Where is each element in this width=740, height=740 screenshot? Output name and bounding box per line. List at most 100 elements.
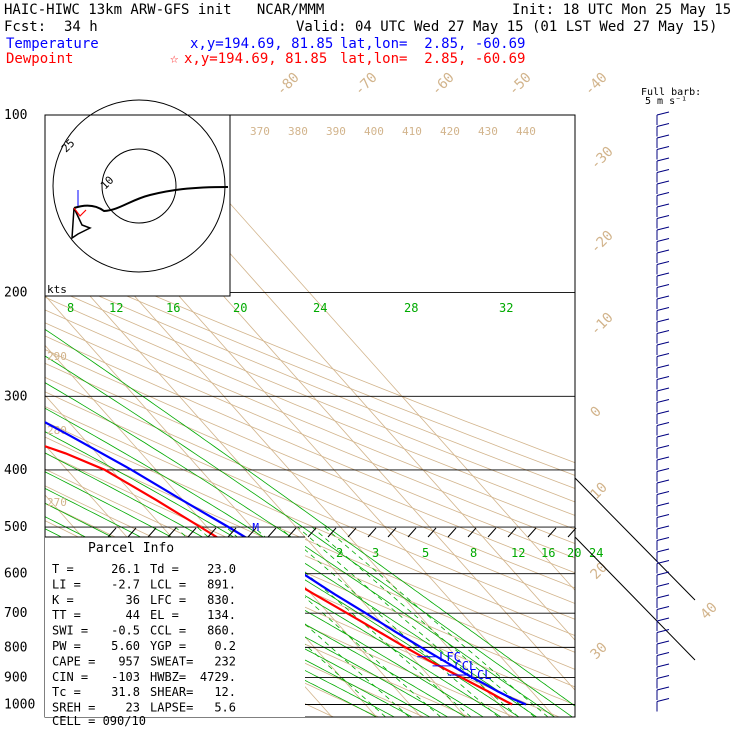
- pressure-tick-label: 200: [4, 285, 27, 300]
- isotherm-label: 30: [588, 640, 611, 663]
- wind-barb-flag: [656, 468, 670, 472]
- wind-barb-flag: [656, 491, 670, 495]
- theta-label: 270: [47, 496, 67, 509]
- mixing-ratio-label: 12: [511, 546, 525, 560]
- parcel-row-label: K =: [52, 593, 74, 607]
- mixing-ratio-label: 8: [470, 546, 477, 560]
- wind-barb-flag: [656, 456, 670, 461]
- wind-barb-flag: [656, 192, 670, 196]
- isotherm-label: -60: [429, 70, 458, 99]
- parcel-row-label: YGP =: [150, 639, 186, 653]
- isotherm-label: 40: [698, 600, 721, 623]
- parcel-row-value: -2.7: [111, 577, 140, 591]
- dry-adiabat-line: [45, 322, 575, 545]
- mixing-ratio-label: 2: [336, 546, 343, 560]
- mixing-ratio-label: 20: [567, 546, 581, 560]
- lid-hatch: [127, 527, 137, 538]
- wind-barb-flag: [656, 238, 670, 242]
- parcel-levels: LFCCCLLCLELM: [252, 521, 491, 682]
- isotherm-line: [0, 115, 21, 717]
- lid-hatch: [227, 527, 237, 538]
- dewpoint-xy: x,y=194.69, 81.85: [184, 51, 328, 67]
- dry-adiabat-line: [45, 421, 575, 653]
- hodograph-ring-outer: [52, 99, 226, 273]
- chart-title: HAIC-HIWC 13km ARW-GFS init NCAR/MMM: [4, 2, 325, 18]
- parcel-row-label: T =: [52, 562, 74, 576]
- parcel-row-value: 4729.: [200, 670, 236, 684]
- wind-barb-flag: [656, 583, 670, 587]
- parcel-row-label: SHEAR=: [150, 685, 193, 699]
- parcel-row-value: 23: [126, 701, 140, 715]
- temperature-legend-label: Temperature: [6, 36, 99, 52]
- wind-barb-flag: [656, 514, 670, 518]
- parcel-row-value: 860.: [207, 624, 236, 638]
- pressure-tick-label: 500: [4, 520, 27, 535]
- temperature-xy: x,y=194.69, 81.85: [190, 36, 334, 52]
- lid-hatch: [507, 527, 517, 538]
- wind-barbs: Full barb:5 m s⁻¹: [574, 87, 701, 712]
- wind-barb-flag: [656, 640, 670, 645]
- wind-barb-flag: [656, 560, 670, 564]
- wind-barb-flag: [656, 698, 670, 702]
- dry-adiabat-line: [45, 391, 575, 620]
- hodograph-unit-label: kts: [47, 283, 67, 296]
- moist-adiabat-line: [45, 407, 537, 717]
- wind-barb-flag: [656, 203, 670, 208]
- wind-barb-flag: [656, 502, 670, 507]
- wind-barb-title: Full barb:: [641, 87, 701, 98]
- wind-barb-flag: [656, 318, 670, 323]
- wind-barb-flag: [656, 376, 670, 380]
- wind-barb-flag: [656, 479, 670, 484]
- mixing-ratio-line: [225, 526, 441, 717]
- lid-hatch: [447, 527, 457, 538]
- level-label-lfc: LFC: [439, 650, 461, 664]
- parcel-row-label: SREH =: [52, 701, 95, 715]
- lid-hatch: [367, 527, 377, 538]
- pressure-tick-label: 1000: [4, 698, 35, 713]
- mixing-ratio-label: 5: [422, 546, 429, 560]
- pressure-tick-label: 300: [4, 389, 27, 404]
- dry-adiabat-line: [45, 436, 575, 670]
- parcel-row-value: 5.60: [111, 639, 140, 653]
- wind-barb-flag: [656, 652, 670, 656]
- theta-label: 410: [402, 125, 422, 138]
- wind-barb-flag: [656, 157, 670, 162]
- parcel-row-label: CCL =: [150, 624, 186, 638]
- parcel-row-value: 23.0: [207, 562, 236, 576]
- parcel-row-label: TT =: [52, 608, 81, 622]
- hodograph-trace-low: [71, 207, 92, 240]
- parcel-row-value: -0.5: [111, 624, 140, 638]
- moist-adiabat-line: [45, 355, 573, 717]
- wind-barb-flag: [656, 272, 670, 277]
- parcel-row-value: 232: [214, 654, 236, 668]
- mixing-ratio-line: [253, 526, 472, 717]
- isotherm-label: -70: [352, 70, 381, 99]
- hodograph-frame: [44, 114, 231, 297]
- wind-barb-flag: [656, 226, 670, 231]
- dewpoint-trace: [45, 445, 513, 706]
- wind-barb-flag: [656, 249, 670, 254]
- wind-barb-flag: [656, 537, 670, 541]
- mixing-ratio-label: 20: [233, 301, 247, 315]
- isotherm-label: -40: [582, 70, 611, 99]
- hodograph-trace: [73, 186, 229, 213]
- dry-adiabat-line: [45, 406, 575, 637]
- lid-hatch: [147, 527, 157, 538]
- lid-hatch: [407, 527, 417, 538]
- dewpoint-latlon: lat,lon= 2.85, -60.69: [340, 51, 526, 67]
- lid-hatch: [327, 527, 337, 538]
- wind-barb-flag: [656, 215, 670, 219]
- wind-barb-flag: [656, 629, 670, 633]
- wind-barb-flag: [656, 686, 670, 691]
- mixing-ratio-label: 24: [589, 546, 603, 560]
- lid-hatch: [287, 527, 297, 538]
- pressure-tick-label: 900: [4, 671, 27, 686]
- parcel-row-value: -103: [111, 670, 140, 684]
- parcel-row-label: LFC =: [150, 593, 186, 607]
- theta-label: 380: [288, 125, 308, 138]
- wind-barb-flag: [656, 594, 670, 599]
- lid-hatch: [547, 527, 557, 538]
- lid-hatch: [567, 527, 577, 538]
- wind-barb-flag: [656, 307, 670, 311]
- lid-hatch: [487, 527, 497, 538]
